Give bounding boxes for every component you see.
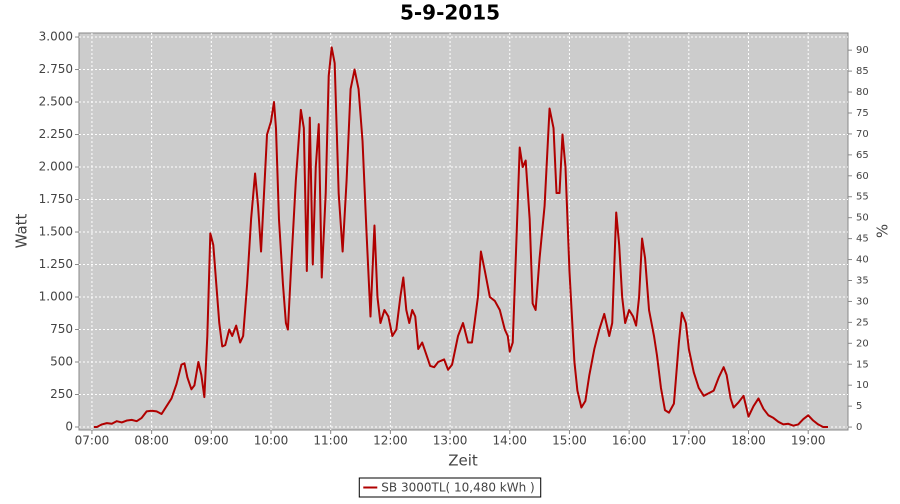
y2-tick-label: 50 [856, 213, 869, 224]
y2-tick-label: 25 [856, 317, 869, 328]
y-tick-label: 2.750 [39, 62, 73, 76]
y2-tick-label: 55 [856, 192, 869, 203]
y-tick-label: 500 [50, 355, 73, 369]
x-tick-label: 17:00 [672, 434, 707, 448]
plot-area [78, 32, 849, 431]
x-tick-label: 13:00 [433, 434, 468, 448]
chart-title: 5-9-2015 [400, 1, 500, 25]
y2-tick-label: 35 [856, 275, 869, 286]
x-axis-label: Zeit [448, 452, 478, 470]
y-tick-label: 1.250 [39, 257, 73, 271]
y2-tick-label: 90 [856, 45, 869, 56]
y2-tick-label: 70 [856, 129, 869, 140]
y2-tick-label: 20 [856, 338, 869, 349]
y-tick-label: 250 [50, 387, 73, 401]
y2-tick-label: 0 [856, 422, 862, 433]
legend-box [358, 477, 542, 498]
y2-tick-label: 65 [856, 150, 869, 161]
x-tick-label: 11:00 [313, 434, 348, 448]
y2-tick-label: 40 [856, 255, 869, 266]
y-tick-label: 0 [65, 420, 73, 434]
y-tick-label: 2.500 [39, 95, 73, 109]
y2-tick-label: 30 [856, 296, 869, 307]
y-tick-label: 1.500 [39, 225, 73, 239]
x-tick-label: 09:00 [194, 434, 229, 448]
y-tick-label: 1.000 [39, 290, 73, 304]
y-tick-label: 2.000 [39, 160, 73, 174]
y2-tick-label: 60 [856, 171, 869, 182]
y2-tick-label: 10 [856, 380, 869, 391]
y2-tick-label: 75 [856, 108, 869, 119]
y-tick-label: 1.750 [39, 192, 73, 206]
x-tick-label: 16:00 [612, 434, 647, 448]
x-tick-label: 07:00 [75, 434, 110, 448]
y2-tick-label: 80 [856, 87, 869, 98]
legend: SB 3000TL( 10,480 kWh ) [358, 477, 542, 498]
y-axis-label: Watt [13, 213, 31, 248]
x-tick-label: 08:00 [134, 434, 169, 448]
x-tick-label: 15:00 [552, 434, 587, 448]
y2-tick-label: 5 [856, 401, 862, 412]
legend-label: SB 3000TL( 10,480 kWh ) [381, 481, 534, 495]
x-tick-label: 18:00 [731, 434, 766, 448]
y2-tick-label: 45 [856, 234, 869, 245]
data-line [93, 46, 829, 429]
x-tick-label: 19:00 [791, 434, 826, 448]
x-tick-label: 12:00 [373, 434, 408, 448]
y-tick-label: 2.250 [39, 127, 73, 141]
x-tick-label: 10:00 [254, 434, 289, 448]
y-tick-label: 750 [50, 322, 73, 336]
x-tick-label: 14:00 [492, 434, 527, 448]
y2-tick-label: 15 [856, 359, 869, 370]
y2-tick-label: 85 [856, 66, 869, 77]
y-tick-label: 3.000 [39, 30, 73, 44]
y2-axis-label: % [874, 224, 892, 238]
